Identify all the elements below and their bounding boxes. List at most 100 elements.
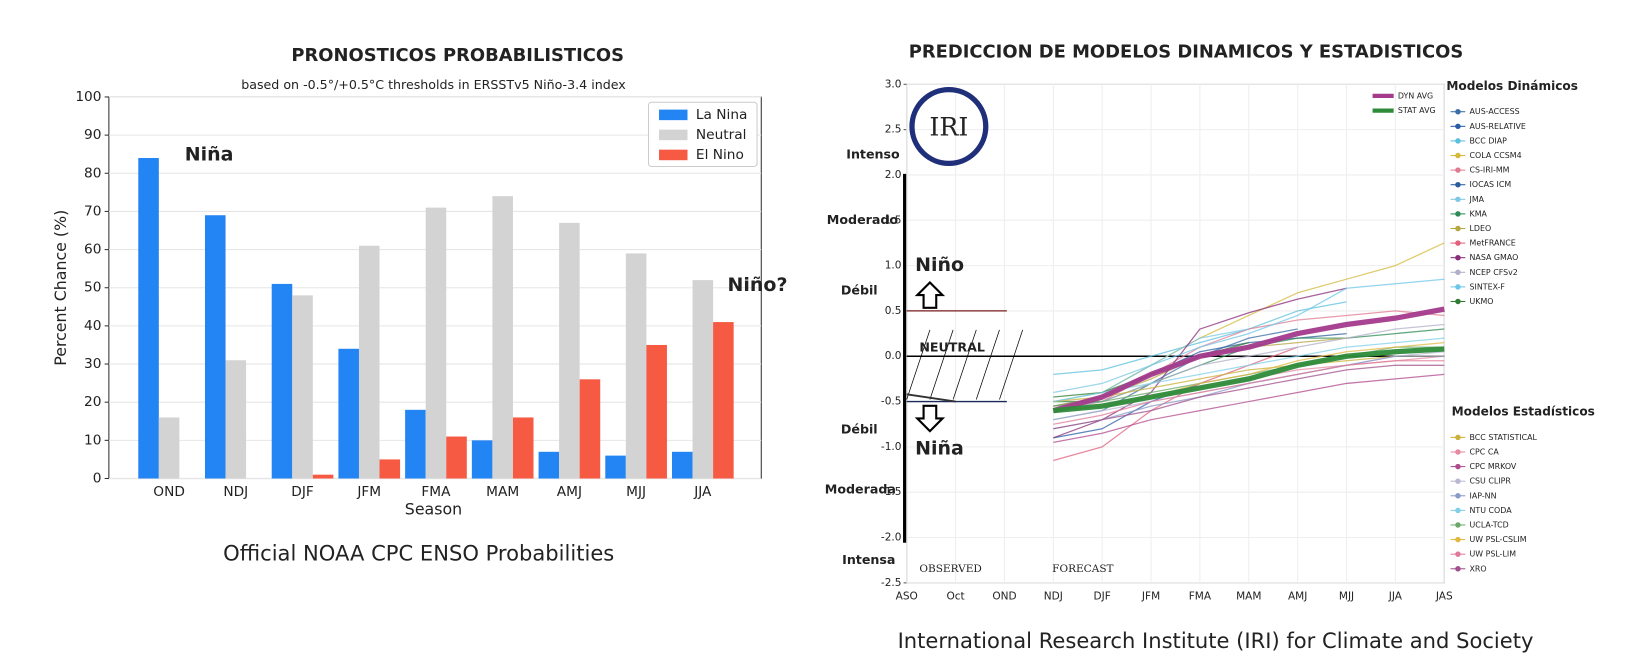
legend-marker [1455, 566, 1461, 572]
x-tick-label: MJJ [1339, 591, 1354, 603]
y-tick-label: 90 [84, 127, 101, 143]
legend-marker [1455, 434, 1461, 441]
series-line [1053, 373, 1445, 443]
y-tick-label: 60 [84, 242, 101, 258]
x-tick-label: JFM [356, 484, 381, 500]
legend-label: UW PSL-LIM [1470, 550, 1517, 559]
y-tick-label: 80 [84, 165, 101, 181]
bar [292, 295, 313, 479]
y-tick-label: 2.5 [885, 124, 902, 136]
legend-marker [1455, 536, 1461, 543]
bar [471, 440, 493, 479]
annotation: Niño? [728, 274, 788, 296]
up-arrow [914, 280, 946, 309]
y-tick-label: 30 [84, 356, 101, 372]
series-line [1053, 364, 1445, 430]
legend-swatch [659, 149, 688, 161]
legend-label: NTU CODA [1470, 506, 1513, 515]
bar [625, 253, 647, 479]
annotation: Niña [185, 143, 234, 165]
x-tick-label: OND [992, 591, 1016, 603]
x-tick-label: NDJ [1044, 591, 1063, 603]
bar [271, 283, 293, 479]
legend-group-title: Modelos Estadísticos [1452, 405, 1595, 419]
y-tick-label: 10 [84, 432, 101, 448]
legend-label: CSU CLIPR [1470, 477, 1512, 486]
caption: Official NOAA CPC ENSO Probabilities [223, 540, 614, 565]
legend-label: LDEO [1470, 224, 1492, 233]
y-tick-label: 0 [93, 471, 102, 487]
legend-marker [1455, 123, 1461, 130]
period-label: OBSERVED [919, 563, 981, 575]
bar [312, 474, 334, 479]
legend-marker [1455, 225, 1461, 232]
legend-marker [1455, 167, 1461, 173]
logo-ring [909, 86, 989, 166]
y-tick-label: 40 [84, 318, 101, 334]
el-nino-label: Intenso [846, 146, 900, 161]
hatch [906, 329, 931, 400]
legend-label: NASA GMAO [1470, 253, 1519, 262]
y-tick-label: 0.0 [885, 350, 902, 362]
bar [138, 158, 159, 479]
series-line [1053, 301, 1347, 375]
x-tick-label: JFM [1141, 591, 1160, 603]
bar [338, 348, 359, 479]
y-tick-label: 100 [75, 89, 101, 105]
x-tick-label: FMA [421, 484, 451, 500]
legend-label: CPC MRKOV [1470, 462, 1517, 471]
logo-text: IRI [929, 113, 968, 142]
y-tick-label: -2.0 [881, 532, 902, 544]
series-line [906, 393, 956, 403]
x-tick-label: JJA [693, 484, 712, 500]
y-tick-label: -2.5 [881, 577, 902, 589]
y-tick-label: 20 [84, 394, 101, 410]
chart-subtitle: based on -0.5°/+0.5°C thresholds in ERSS… [241, 77, 626, 92]
legend-label: IAP-NN [1470, 491, 1497, 500]
legend-marker [1455, 269, 1461, 276]
x-tick-label: MAM [486, 484, 519, 500]
x-tick-label: OND [153, 484, 185, 500]
x-tick-label: AMJ [1288, 591, 1307, 603]
la-nina-label: Moderada [825, 482, 896, 497]
legend-label: SINTEX-F [1470, 282, 1506, 291]
y-tick-label: 2.0 [885, 169, 902, 181]
el-nino-label: Débil [841, 282, 878, 297]
bar [158, 417, 180, 479]
x-tick-label: Oct [946, 591, 964, 603]
series-line [1053, 323, 1445, 412]
legend-swatch [659, 109, 688, 121]
legend-marker [1455, 181, 1461, 188]
legend-label: KMA [1470, 209, 1488, 218]
x-tick-label: MAM [1236, 591, 1261, 603]
bar [225, 360, 247, 479]
x-tick-label: JAS [1435, 591, 1453, 603]
la-nina-label: Débil [841, 422, 878, 437]
legend-marker [1455, 449, 1461, 455]
caption: International Research Institute (IRI) f… [898, 628, 1534, 653]
legend-label: UCLA-TCD [1470, 520, 1509, 529]
bar [204, 215, 226, 479]
legend-marker [1455, 551, 1461, 557]
y-tick-label: 3.0 [885, 78, 902, 90]
series-line [1053, 360, 1445, 425]
legend-label: DYN AVG [1398, 91, 1433, 100]
legend-marker [1455, 196, 1461, 203]
y-axis-label: Percent Chance (%) [51, 210, 70, 366]
series-line [1053, 278, 1445, 403]
legend-label: CPC CA [1470, 447, 1500, 456]
y-tick-label: 1.0 [885, 260, 902, 272]
bar [512, 417, 534, 479]
phase-label: Niño [915, 254, 964, 276]
bar [646, 344, 667, 479]
legend-marker [1455, 493, 1461, 499]
legend-marker [1455, 463, 1461, 470]
y-tick-label: -0.5 [881, 396, 902, 408]
legend-label: El Nino [696, 147, 744, 163]
legend-marker [1455, 108, 1461, 115]
chart-title: PREDICCION DE MODELOS DINAMICOS Y ESTADI… [909, 42, 1464, 63]
hatch [929, 329, 954, 400]
bar [672, 451, 693, 479]
